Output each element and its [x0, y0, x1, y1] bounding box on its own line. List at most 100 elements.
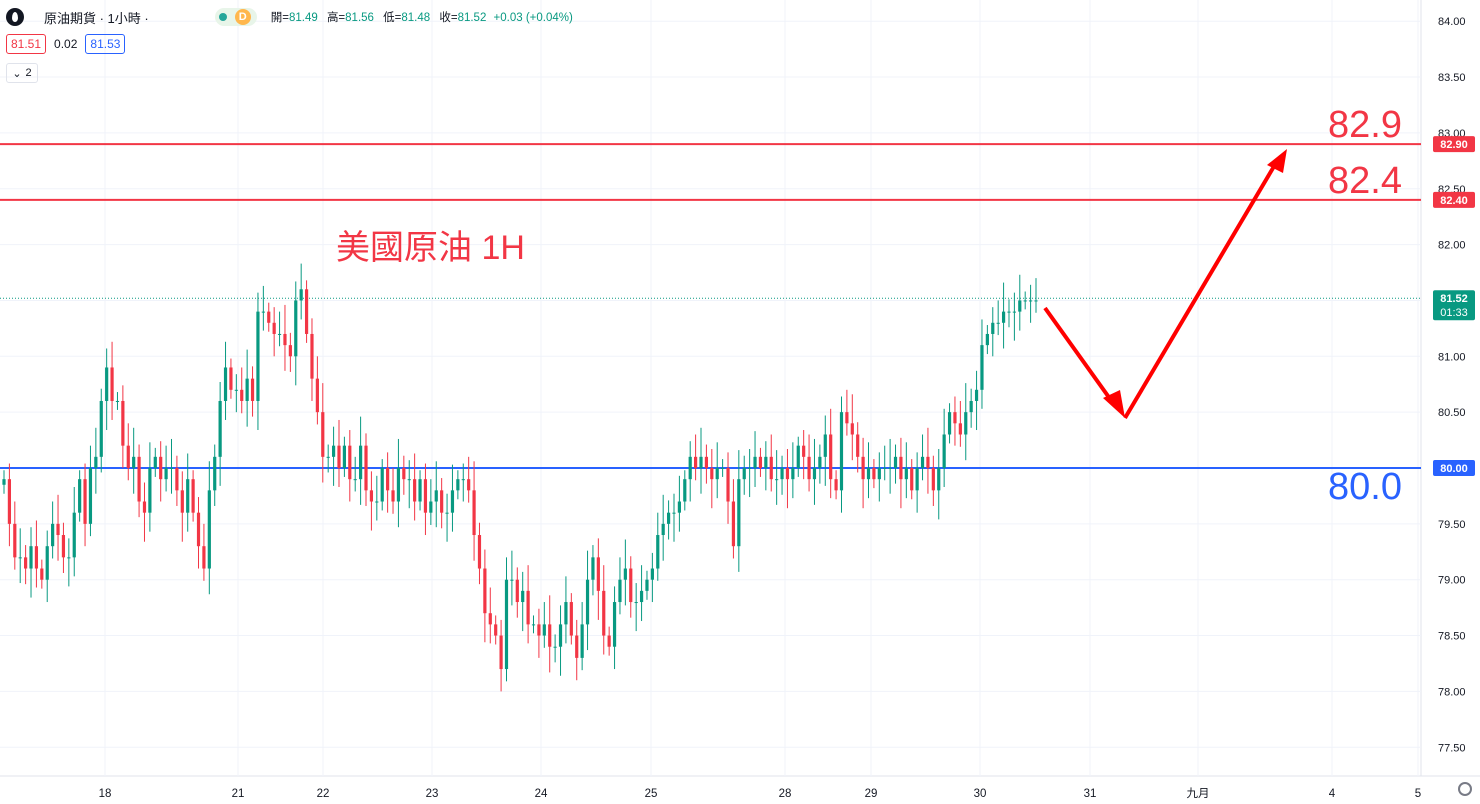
- candle-body: [105, 367, 109, 401]
- candle-body: [369, 490, 374, 502]
- candle-body: [191, 479, 195, 513]
- y-tick-label: 79.00: [1438, 575, 1466, 587]
- candle-body: [672, 512, 676, 514]
- candle-body: [991, 322, 995, 334]
- candle-body: [78, 479, 82, 513]
- candle-body: [575, 635, 579, 658]
- candle-body: [13, 523, 17, 558]
- candle-body: [839, 412, 844, 491]
- candle-body: [780, 468, 784, 480]
- candle-body: [856, 434, 860, 457]
- candle-body: [429, 501, 433, 513]
- candle-body: [207, 490, 211, 569]
- candle-body: [337, 445, 341, 468]
- candle-body: [494, 624, 498, 636]
- chart-grid: [0, 0, 1480, 777]
- candle-body: [1028, 300, 1033, 302]
- indicators-toggle-button[interactable]: ⌄ 2: [6, 63, 38, 83]
- candle-body: [748, 468, 752, 469]
- candle-body: [985, 333, 989, 346]
- x-tick-label: 23: [426, 788, 439, 800]
- candle-body: [472, 490, 476, 536]
- candle-body: [456, 479, 460, 491]
- candle-body: [694, 456, 698, 468]
- candle-body: [483, 568, 487, 614]
- y-tick-label: 82.00: [1438, 240, 1466, 252]
- buy-button[interactable]: 81.53: [85, 34, 126, 54]
- candle-body: [391, 490, 395, 502]
- candle-body: [942, 434, 946, 468]
- candle-body: [510, 579, 514, 581]
- candle-body: [288, 345, 292, 357]
- candle-body: [974, 389, 979, 401]
- candle-body: [726, 468, 730, 502]
- settings-gear-icon[interactable]: [1458, 782, 1472, 796]
- candle-body: [564, 602, 568, 625]
- candle-body: [537, 624, 541, 636]
- candle-body: [326, 456, 330, 458]
- candle-body: [656, 535, 660, 569]
- candle-body: [980, 345, 984, 390]
- candle-body: [947, 412, 952, 435]
- candle-body: [132, 456, 136, 468]
- candle-body: [440, 490, 444, 513]
- candle-body: [218, 400, 222, 457]
- level-price-tag-text: 82.40: [1440, 195, 1468, 207]
- candle-body: [94, 456, 98, 468]
- candle-body: [769, 456, 773, 480]
- candle-body: [277, 333, 282, 335]
- symbol-title[interactable]: 原油期貨 · 1小時 ·: [44, 10, 149, 26]
- delayed-data-badge: D: [234, 9, 251, 25]
- candle-body: [904, 468, 908, 480]
- candle-body: [56, 523, 60, 536]
- candle-body: [461, 479, 465, 481]
- market-status-pill[interactable]: D: [214, 8, 257, 26]
- candle-body: [1034, 300, 1038, 302]
- candle-body: [899, 456, 903, 480]
- sell-button[interactable]: 81.51: [6, 34, 47, 54]
- candle-body: [477, 535, 482, 569]
- level-label-80-0[interactable]: 80.0: [1328, 466, 1402, 508]
- candle-body: [996, 322, 1000, 324]
- candle-body: [2, 479, 6, 485]
- candle-body: [569, 602, 573, 636]
- candle-body: [596, 557, 600, 591]
- level-label-82-9[interactable]: 82.9: [1328, 104, 1402, 146]
- candle-body: [591, 557, 595, 580]
- candle-body: [1007, 311, 1011, 313]
- candle-body: [699, 456, 703, 468]
- quote-row: 81.51 0.02 81.53: [6, 34, 126, 54]
- chart-annotation-text[interactable]: 美國原油 1H: [336, 229, 525, 267]
- candle-body: [785, 468, 790, 480]
- candle-body: [407, 479, 411, 481]
- level-price-tag: [1433, 460, 1475, 476]
- candle-body: [688, 456, 692, 480]
- y-tick-label: 79.50: [1438, 519, 1466, 531]
- candle-body: [213, 456, 217, 491]
- time-axis: 18 21 22 23 24 25 28 29 30 31 九月 4 5: [99, 787, 1422, 800]
- candle-body: [40, 568, 44, 580]
- candle-body: [229, 367, 233, 390]
- candle-body: [396, 468, 401, 502]
- candle-body: [488, 613, 492, 625]
- x-tick-label: 28: [779, 788, 792, 800]
- candle-body: [931, 468, 935, 491]
- candle-body: [850, 423, 854, 435]
- x-tick-label: 21: [232, 788, 245, 800]
- level-price-tag-text: 82.90: [1440, 139, 1468, 151]
- candle-body: [353, 479, 357, 481]
- candle-body: [342, 445, 346, 468]
- candle-body: [710, 468, 714, 480]
- candle-body: [159, 456, 163, 480]
- change-value: +0.03 (+0.04%): [493, 12, 573, 24]
- level-label-82-4[interactable]: 82.4: [1328, 160, 1402, 202]
- candle-body: [731, 501, 736, 547]
- candle-body: [467, 479, 471, 491]
- spread-value: 0.02: [54, 37, 78, 51]
- x-tick-label: 九月: [1187, 787, 1210, 800]
- candle-body: [245, 378, 249, 401]
- chart-header: 原油期貨 · 1小時 · D 開=81.49 高=81.56 低=81.48 收…: [6, 6, 573, 28]
- candle-body: [1001, 311, 1006, 323]
- x-tick-label: 22: [317, 788, 330, 800]
